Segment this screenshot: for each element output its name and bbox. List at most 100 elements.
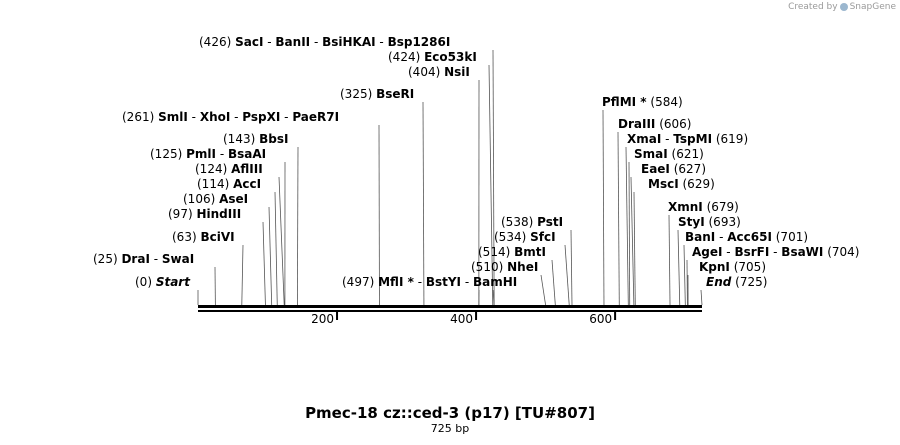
enzyme-name: MscI xyxy=(648,177,679,191)
cut-line xyxy=(677,229,681,306)
enzyme-name: PaeR7I xyxy=(292,110,339,124)
cut-line xyxy=(241,244,244,306)
enzyme-name: XhoI xyxy=(200,110,231,124)
enzyme-name: DraI xyxy=(121,252,149,266)
enzyme-separator: - xyxy=(461,275,473,289)
cut-line xyxy=(492,289,495,306)
cut-position: (510) xyxy=(471,260,503,274)
cut-position: (424) xyxy=(388,50,420,64)
enzyme-name: BciVI xyxy=(200,230,234,244)
snapgene-watermark: Created by SnapGene xyxy=(788,2,896,12)
cut-position: (704) xyxy=(827,245,859,259)
enzyme-label[interactable]: (25) DraI - SwaI xyxy=(93,252,194,266)
enzyme-label[interactable]: XmnI (679) xyxy=(668,200,739,214)
enzyme-label[interactable]: BanI - Acc65I (701) xyxy=(685,230,808,244)
enzyme-name: KpnI xyxy=(699,260,730,274)
enzyme-label[interactable]: (125) PmlI - BsaAI xyxy=(150,147,266,161)
enzyme-label[interactable]: (63) BciVI xyxy=(172,230,235,244)
cut-line xyxy=(492,49,495,306)
axis-ticks: 200 400 600 xyxy=(311,312,617,326)
cut-position: (606) xyxy=(659,117,691,131)
cut-site-lines xyxy=(197,49,703,306)
enzyme-label[interactable]: (426) SacI - BanII - BsiHKAI - Bsp1286I xyxy=(199,35,450,49)
enzyme-name: BsiHKAI xyxy=(322,35,376,49)
map-title: Pmec-18 cz::ced-3 (p17) [TU#807] xyxy=(305,404,595,422)
enzyme-label[interactable]: (538) PstI xyxy=(501,215,563,229)
enzyme-separator: - xyxy=(310,35,322,49)
cut-position: (0) xyxy=(135,275,152,289)
enzyme-label[interactable]: MscI (629) xyxy=(648,177,715,191)
cut-position: (629) xyxy=(683,177,715,191)
enzyme-name: DraIII xyxy=(618,117,655,131)
cut-line xyxy=(551,259,556,306)
enzyme-label[interactable]: StyI (693) xyxy=(678,215,741,229)
enzyme-label[interactable]: AgeI - BsrFI - BsaWI (704) xyxy=(692,245,860,259)
cut-line xyxy=(700,289,703,306)
enzyme-label[interactable]: (124) AflIII xyxy=(195,162,263,176)
enzyme-label[interactable]: End (725) xyxy=(706,275,767,289)
cut-position: (25) xyxy=(93,252,118,266)
axis-tick-label: 200 xyxy=(311,312,334,326)
enzyme-separator: - xyxy=(216,147,228,161)
cut-position: (701) xyxy=(776,230,808,244)
enzyme-label[interactable]: DraIII (606) xyxy=(618,117,691,131)
enzyme-name: BseRI xyxy=(376,87,414,101)
enzyme-label[interactable]: (261) SmlI - XhoI - PspXI - PaeR7I xyxy=(122,110,339,124)
enzyme-label[interactable]: (325) BseRI xyxy=(340,87,414,101)
cut-position: (106) xyxy=(183,192,215,206)
enzyme-name: PflMI * xyxy=(602,95,647,109)
enzyme-name: HindIII xyxy=(196,207,241,221)
enzyme-label[interactable]: (0) Start xyxy=(135,275,191,289)
cut-position: (679) xyxy=(707,200,739,214)
enzyme-name: BsaAI xyxy=(228,147,266,161)
enzyme-name: PspXI xyxy=(242,110,280,124)
enzyme-name: Bsp1286I xyxy=(388,35,451,49)
enzyme-label[interactable]: XmaI - TspMI (619) xyxy=(627,132,748,146)
enzyme-name: XmnI xyxy=(668,200,703,214)
enzyme-label[interactable]: (424) Eco53kI xyxy=(388,50,477,64)
cut-line xyxy=(625,146,629,306)
brand-name-text: SnapGene xyxy=(849,2,896,12)
enzyme-label[interactable]: PflMI * (584) xyxy=(602,95,683,109)
enzyme-name: MflI * xyxy=(378,275,414,289)
cut-line xyxy=(683,244,686,306)
enzyme-label[interactable]: (114) AccI xyxy=(197,177,261,191)
cut-position: (514) xyxy=(478,245,510,259)
enzyme-label[interactable]: SmaI (621) xyxy=(634,147,704,161)
cut-line xyxy=(274,191,278,306)
enzyme-separator: - xyxy=(715,230,727,244)
enzyme-labels: (0) Start (25) DraI - SwaI (63) BciVI (97) … xyxy=(93,35,860,289)
enzyme-label[interactable]: (143) BbsI xyxy=(223,132,288,146)
enzyme-label[interactable]: (510) NheI xyxy=(471,260,538,274)
cut-line xyxy=(268,206,273,306)
enzyme-name: Eco53kI xyxy=(424,50,477,64)
enzyme-label[interactable]: (97) HindIII xyxy=(168,207,241,221)
cut-line xyxy=(262,221,266,306)
sequence-bar-top-strand xyxy=(198,305,702,308)
enzyme-name: PmlI xyxy=(186,147,216,161)
cut-position: (325) xyxy=(340,87,372,101)
cut-position: (627) xyxy=(674,162,706,176)
cut-position: (124) xyxy=(195,162,227,176)
enzyme-name: StyI xyxy=(678,215,705,229)
enzyme-name: End xyxy=(706,275,732,289)
enzyme-name: PstI xyxy=(537,215,563,229)
enzyme-label[interactable]: (534) SfcI xyxy=(494,230,556,244)
enzyme-name: NheI xyxy=(507,260,538,274)
enzyme-label[interactable]: EaeI (627) xyxy=(641,162,706,176)
enzyme-label[interactable]: (497) MflI * - BstYI - BamHI xyxy=(342,275,517,289)
enzyme-label[interactable]: (106) AseI xyxy=(183,192,248,206)
enzyme-name: BsaWI xyxy=(781,245,823,259)
cut-line xyxy=(628,161,631,306)
enzyme-label[interactable]: KpnI (705) xyxy=(699,260,766,274)
enzyme-label[interactable]: (514) BmtI xyxy=(478,245,546,259)
cut-position: (725) xyxy=(735,275,767,289)
enzyme-name: AseI xyxy=(219,192,248,206)
enzyme-name: XmaI xyxy=(627,132,661,146)
enzyme-label[interactable]: (404) NsiI xyxy=(408,65,470,79)
enzyme-separator: - xyxy=(661,132,673,146)
enzyme-name: BmtI xyxy=(514,245,546,259)
cut-line xyxy=(668,214,671,306)
cut-position: (261) xyxy=(122,110,154,124)
cut-line xyxy=(297,146,299,306)
